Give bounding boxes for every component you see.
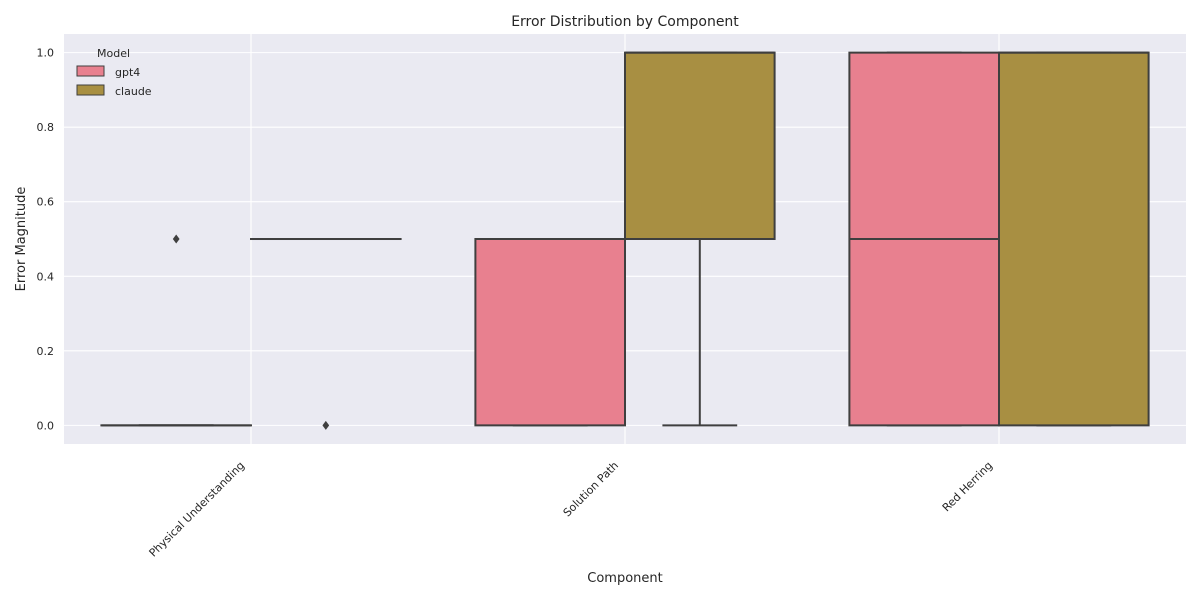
chart-title: Error Distribution by Component [511, 14, 739, 30]
box-body [999, 53, 1149, 426]
x-tick-label: Red Herring [940, 459, 995, 514]
legend-label: claude [115, 85, 152, 98]
x-axis-label: Component [587, 571, 662, 586]
y-tick-label: 0.4 [37, 270, 55, 283]
x-tick-label: Solution Path [561, 459, 621, 519]
x-tick-label: Physical Understanding [147, 459, 248, 560]
y-tick-label: 0.8 [37, 121, 55, 134]
y-tick-label: 0.6 [37, 196, 55, 209]
box-gpt4 [849, 53, 999, 426]
box-gpt4 [475, 239, 625, 425]
legend-swatch [77, 66, 104, 76]
y-axis-label: Error Magnitude [14, 187, 29, 292]
y-tick-label: 0.0 [37, 419, 55, 432]
legend-label: gpt4 [115, 66, 140, 79]
box-body [475, 239, 625, 425]
box-body [625, 53, 775, 239]
box-claude [999, 53, 1149, 426]
legend-title: Model [97, 47, 130, 60]
y-tick-label: 0.2 [37, 345, 55, 358]
legend-swatch [77, 85, 104, 95]
y-tick-label: 1.0 [37, 47, 55, 60]
